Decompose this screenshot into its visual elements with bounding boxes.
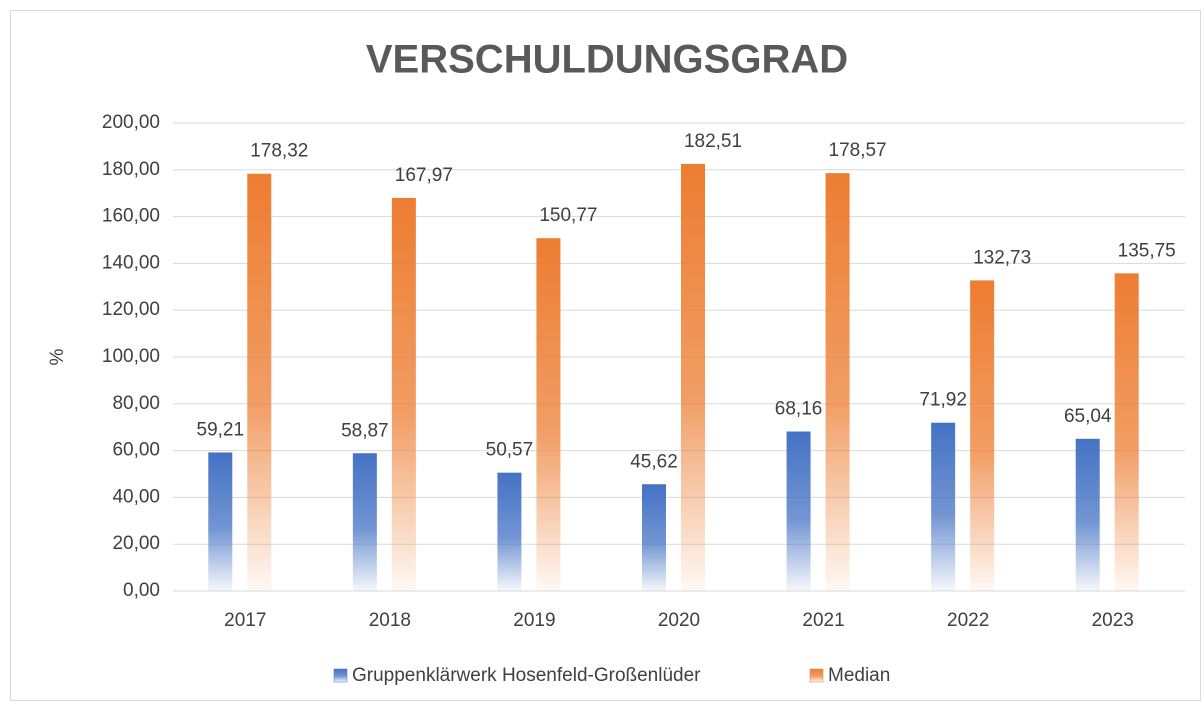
legend-label: Median — [828, 665, 890, 686]
legend-swatch — [333, 668, 348, 683]
y-tick-label: 180,00 — [102, 159, 160, 180]
x-tick-label: 2022 — [947, 610, 989, 631]
data-label: 50,57 — [486, 440, 534, 461]
x-tick-label: 2018 — [369, 610, 411, 631]
data-label: 45,62 — [630, 451, 678, 472]
bar — [642, 484, 666, 591]
y-tick-label: 140,00 — [102, 252, 160, 273]
data-label: 65,04 — [1064, 406, 1112, 427]
data-label: 150,77 — [539, 205, 597, 226]
y-tick-label: 160,00 — [102, 206, 160, 227]
data-label: 68,16 — [775, 399, 823, 420]
y-axis-label: % — [47, 348, 68, 365]
data-label: 71,92 — [919, 390, 967, 411]
data-label: 58,87 — [341, 420, 389, 441]
bar — [786, 431, 811, 591]
bar — [1114, 273, 1139, 591]
y-tick-label: 100,00 — [102, 346, 160, 367]
bar — [352, 453, 377, 591]
bar — [931, 422, 956, 591]
data-label: 132,73 — [973, 247, 1031, 268]
data-label: 167,97 — [395, 165, 453, 186]
bar — [825, 173, 850, 592]
y-tick-label: 120,00 — [102, 299, 160, 320]
data-label: 178,57 — [829, 140, 887, 161]
chart-border — [10, 10, 1201, 701]
y-tick-label: 200,00 — [102, 112, 160, 133]
legend-swatch — [809, 668, 824, 683]
bar — [247, 173, 272, 591]
y-tick-label: 20,00 — [112, 533, 160, 554]
x-tick-label: 2019 — [513, 610, 555, 631]
x-tick-label: 2020 — [658, 610, 700, 631]
legend-label: Gruppenklärwerk Hosenfeld-Großenlüder — [352, 665, 701, 686]
bar — [1075, 438, 1100, 591]
chart-title: VERSCHULDUNGSGRAD — [366, 38, 848, 82]
bar — [970, 280, 995, 591]
bar — [536, 238, 561, 592]
data-label: 178,32 — [250, 141, 308, 162]
x-tick-label: 2021 — [802, 610, 844, 631]
bar — [208, 452, 233, 591]
bar — [391, 197, 416, 591]
y-tick-label: 0,00 — [123, 580, 160, 601]
data-label: 182,51 — [684, 131, 742, 152]
y-tick-label: 80,00 — [112, 393, 160, 414]
bar — [681, 163, 705, 591]
y-tick-label: 40,00 — [112, 486, 160, 507]
data-label: 59,21 — [197, 419, 245, 440]
x-tick-label: 2023 — [1092, 610, 1134, 631]
x-tick-label: 2017 — [224, 610, 266, 631]
bar — [497, 472, 522, 591]
y-tick-label: 60,00 — [112, 440, 160, 461]
data-label: 135,75 — [1118, 240, 1176, 261]
